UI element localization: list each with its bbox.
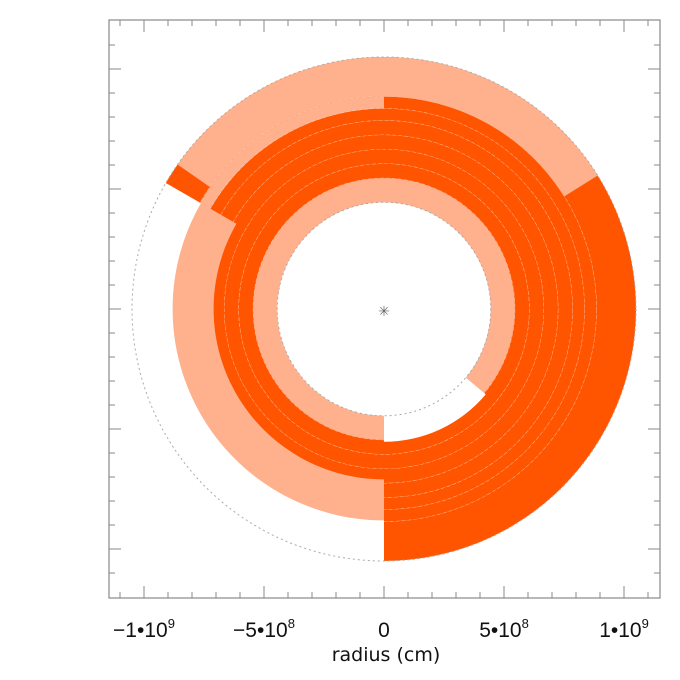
dashed-outer-circle — [131, 56, 637, 562]
dashed-inner-circle — [276, 201, 492, 417]
x-tick-labels: −1•109 −5•108 0 5•108 1•109 — [113, 616, 649, 642]
outer-ring-light-top-right — [384, 57, 598, 197]
x-tick-label: −5•108 — [233, 616, 295, 642]
inner-ring-gap — [384, 377, 486, 442]
x-tick-label: −1•109 — [113, 616, 175, 642]
ring-6-separator — [238, 163, 530, 455]
center-marker: ✳ — [378, 304, 390, 320]
x-tick-label: 0 — [378, 619, 390, 642]
dashed-guides — [131, 56, 637, 562]
rings-layer — [129, 57, 636, 563]
axis-ticks — [109, 20, 660, 598]
x-tick-label: 5•108 — [479, 616, 529, 642]
outer-ring-gap — [129, 182, 384, 563]
ring-1-light-segment — [177, 57, 384, 188]
ring-6 — [224, 149, 544, 469]
x-axis-title: radius (cm) — [332, 644, 441, 666]
x-tick-label: 1•109 — [599, 616, 649, 642]
